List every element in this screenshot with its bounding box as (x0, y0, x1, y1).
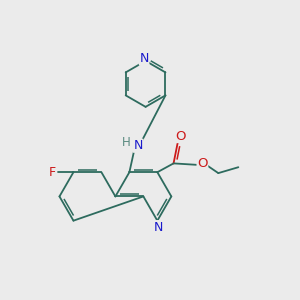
Text: N: N (134, 139, 143, 152)
Text: F: F (49, 166, 56, 179)
Text: H: H (122, 136, 130, 149)
Text: O: O (197, 157, 208, 170)
Text: N: N (140, 52, 149, 65)
Text: N: N (154, 220, 164, 234)
Text: O: O (175, 130, 186, 142)
